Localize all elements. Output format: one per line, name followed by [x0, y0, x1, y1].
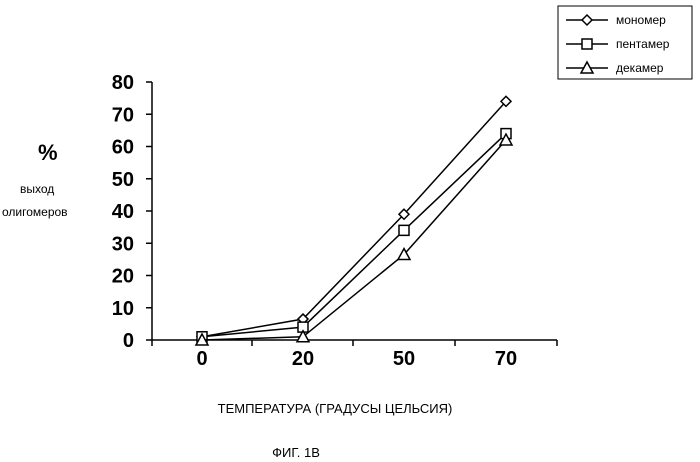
y-tick-label: 10 — [112, 298, 134, 320]
legend-label-square: пентамер — [616, 37, 670, 51]
series-line-diamond — [202, 101, 506, 336]
x-tick-label: 20 — [292, 348, 314, 370]
y-tick-label: 30 — [112, 233, 134, 255]
series-line-triangle — [202, 140, 506, 340]
figure-caption: ФИГ. 1В — [272, 445, 320, 460]
y-tick-label: 40 — [112, 201, 134, 223]
y-tick-label: 20 — [112, 266, 134, 288]
y-tick-label: 80 — [112, 72, 134, 94]
x-tick-label: 70 — [495, 348, 517, 370]
legend-label-diamond: мономер — [616, 13, 666, 27]
x-ticks: 0 20 50 70 — [152, 340, 557, 370]
y-ticks: 0 10 20 30 40 50 60 70 80 — [112, 72, 152, 352]
legend-label-triangle: декамер — [616, 61, 664, 75]
x-tick-label: 50 — [393, 348, 415, 370]
y-label-line2: олигомеров — [2, 205, 68, 219]
y-tick-label: 60 — [112, 137, 134, 159]
y-tick-label: 50 — [112, 169, 134, 191]
y-label-line1: выход — [20, 182, 54, 196]
y-tick-label: 0 — [123, 330, 134, 352]
data-point-square — [399, 225, 409, 235]
y-label-symbol: % — [38, 140, 58, 165]
legend-marker-square — [582, 39, 592, 49]
x-axis-label: ТЕМПЕРАТУРА (ГРАДУСЫ ЦЕЛЬСИЯ) — [218, 401, 453, 416]
series-layer — [196, 96, 512, 345]
series-line-square — [202, 134, 506, 337]
y-tick-label: 70 — [112, 104, 134, 126]
x-tick-label: 0 — [196, 348, 207, 370]
legend: мономер пентамер декамер — [558, 6, 692, 79]
